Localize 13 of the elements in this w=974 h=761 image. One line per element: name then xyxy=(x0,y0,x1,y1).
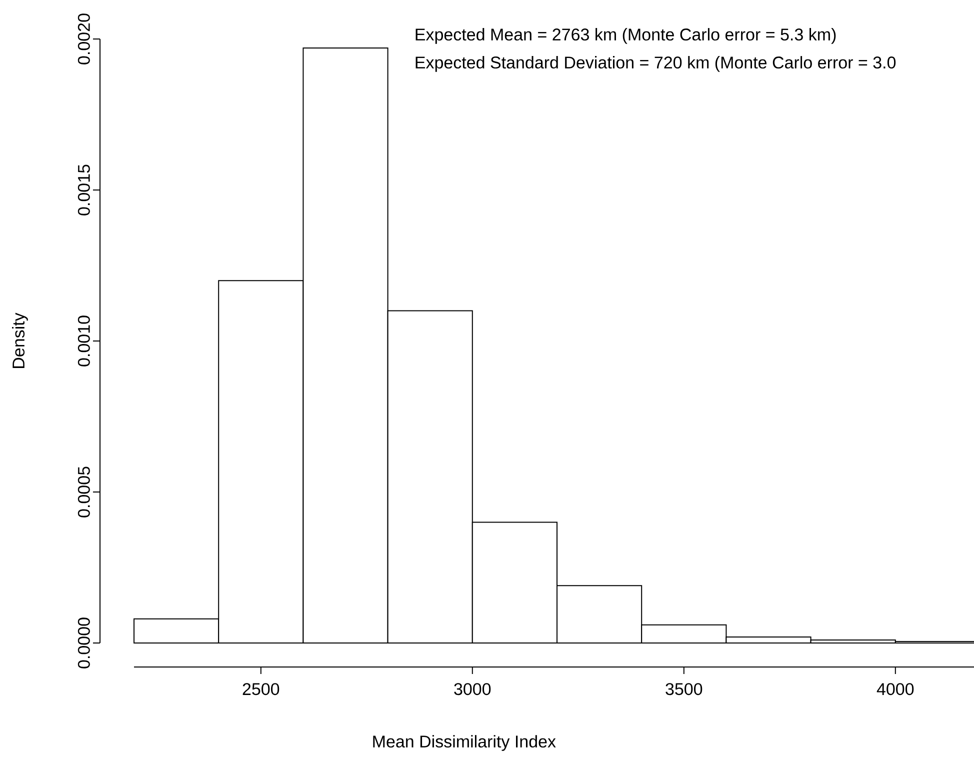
x-tick-label: 3000 xyxy=(454,683,491,696)
x-tick-label: 2500 xyxy=(242,683,280,696)
annotation: Expected Mean = 2763 km (Monte Carlo error = 5.3 km) xyxy=(416,28,836,44)
y-tick-label: 0.0020 xyxy=(78,14,90,64)
x-tick-label: 4000 xyxy=(876,683,914,696)
y-tick-label: 0.0015 xyxy=(78,164,90,216)
y-axis-title: Density xyxy=(12,312,28,368)
y-tick-label: 0.0005 xyxy=(78,466,90,518)
x-tick-label: 3500 xyxy=(666,683,702,696)
x-axis-title: Mean Dissimilarity Index xyxy=(373,735,556,751)
annotation: Expected Standard Deviation = 720 km (Monte Carlo error = 3.0 xyxy=(416,56,896,72)
y-tick-label: 0.0010 xyxy=(78,316,90,366)
y-tick-label: 0.0000 xyxy=(78,618,90,668)
